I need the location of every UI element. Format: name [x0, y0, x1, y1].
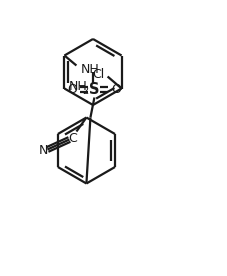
Text: O: O: [111, 83, 121, 96]
Text: C: C: [68, 132, 76, 145]
Text: N: N: [39, 144, 48, 157]
Text: 2: 2: [82, 86, 88, 95]
Text: NH: NH: [68, 80, 87, 93]
Text: O: O: [67, 83, 77, 96]
Text: S: S: [89, 82, 99, 97]
Text: Cl: Cl: [92, 68, 104, 81]
Text: NH: NH: [80, 63, 99, 76]
